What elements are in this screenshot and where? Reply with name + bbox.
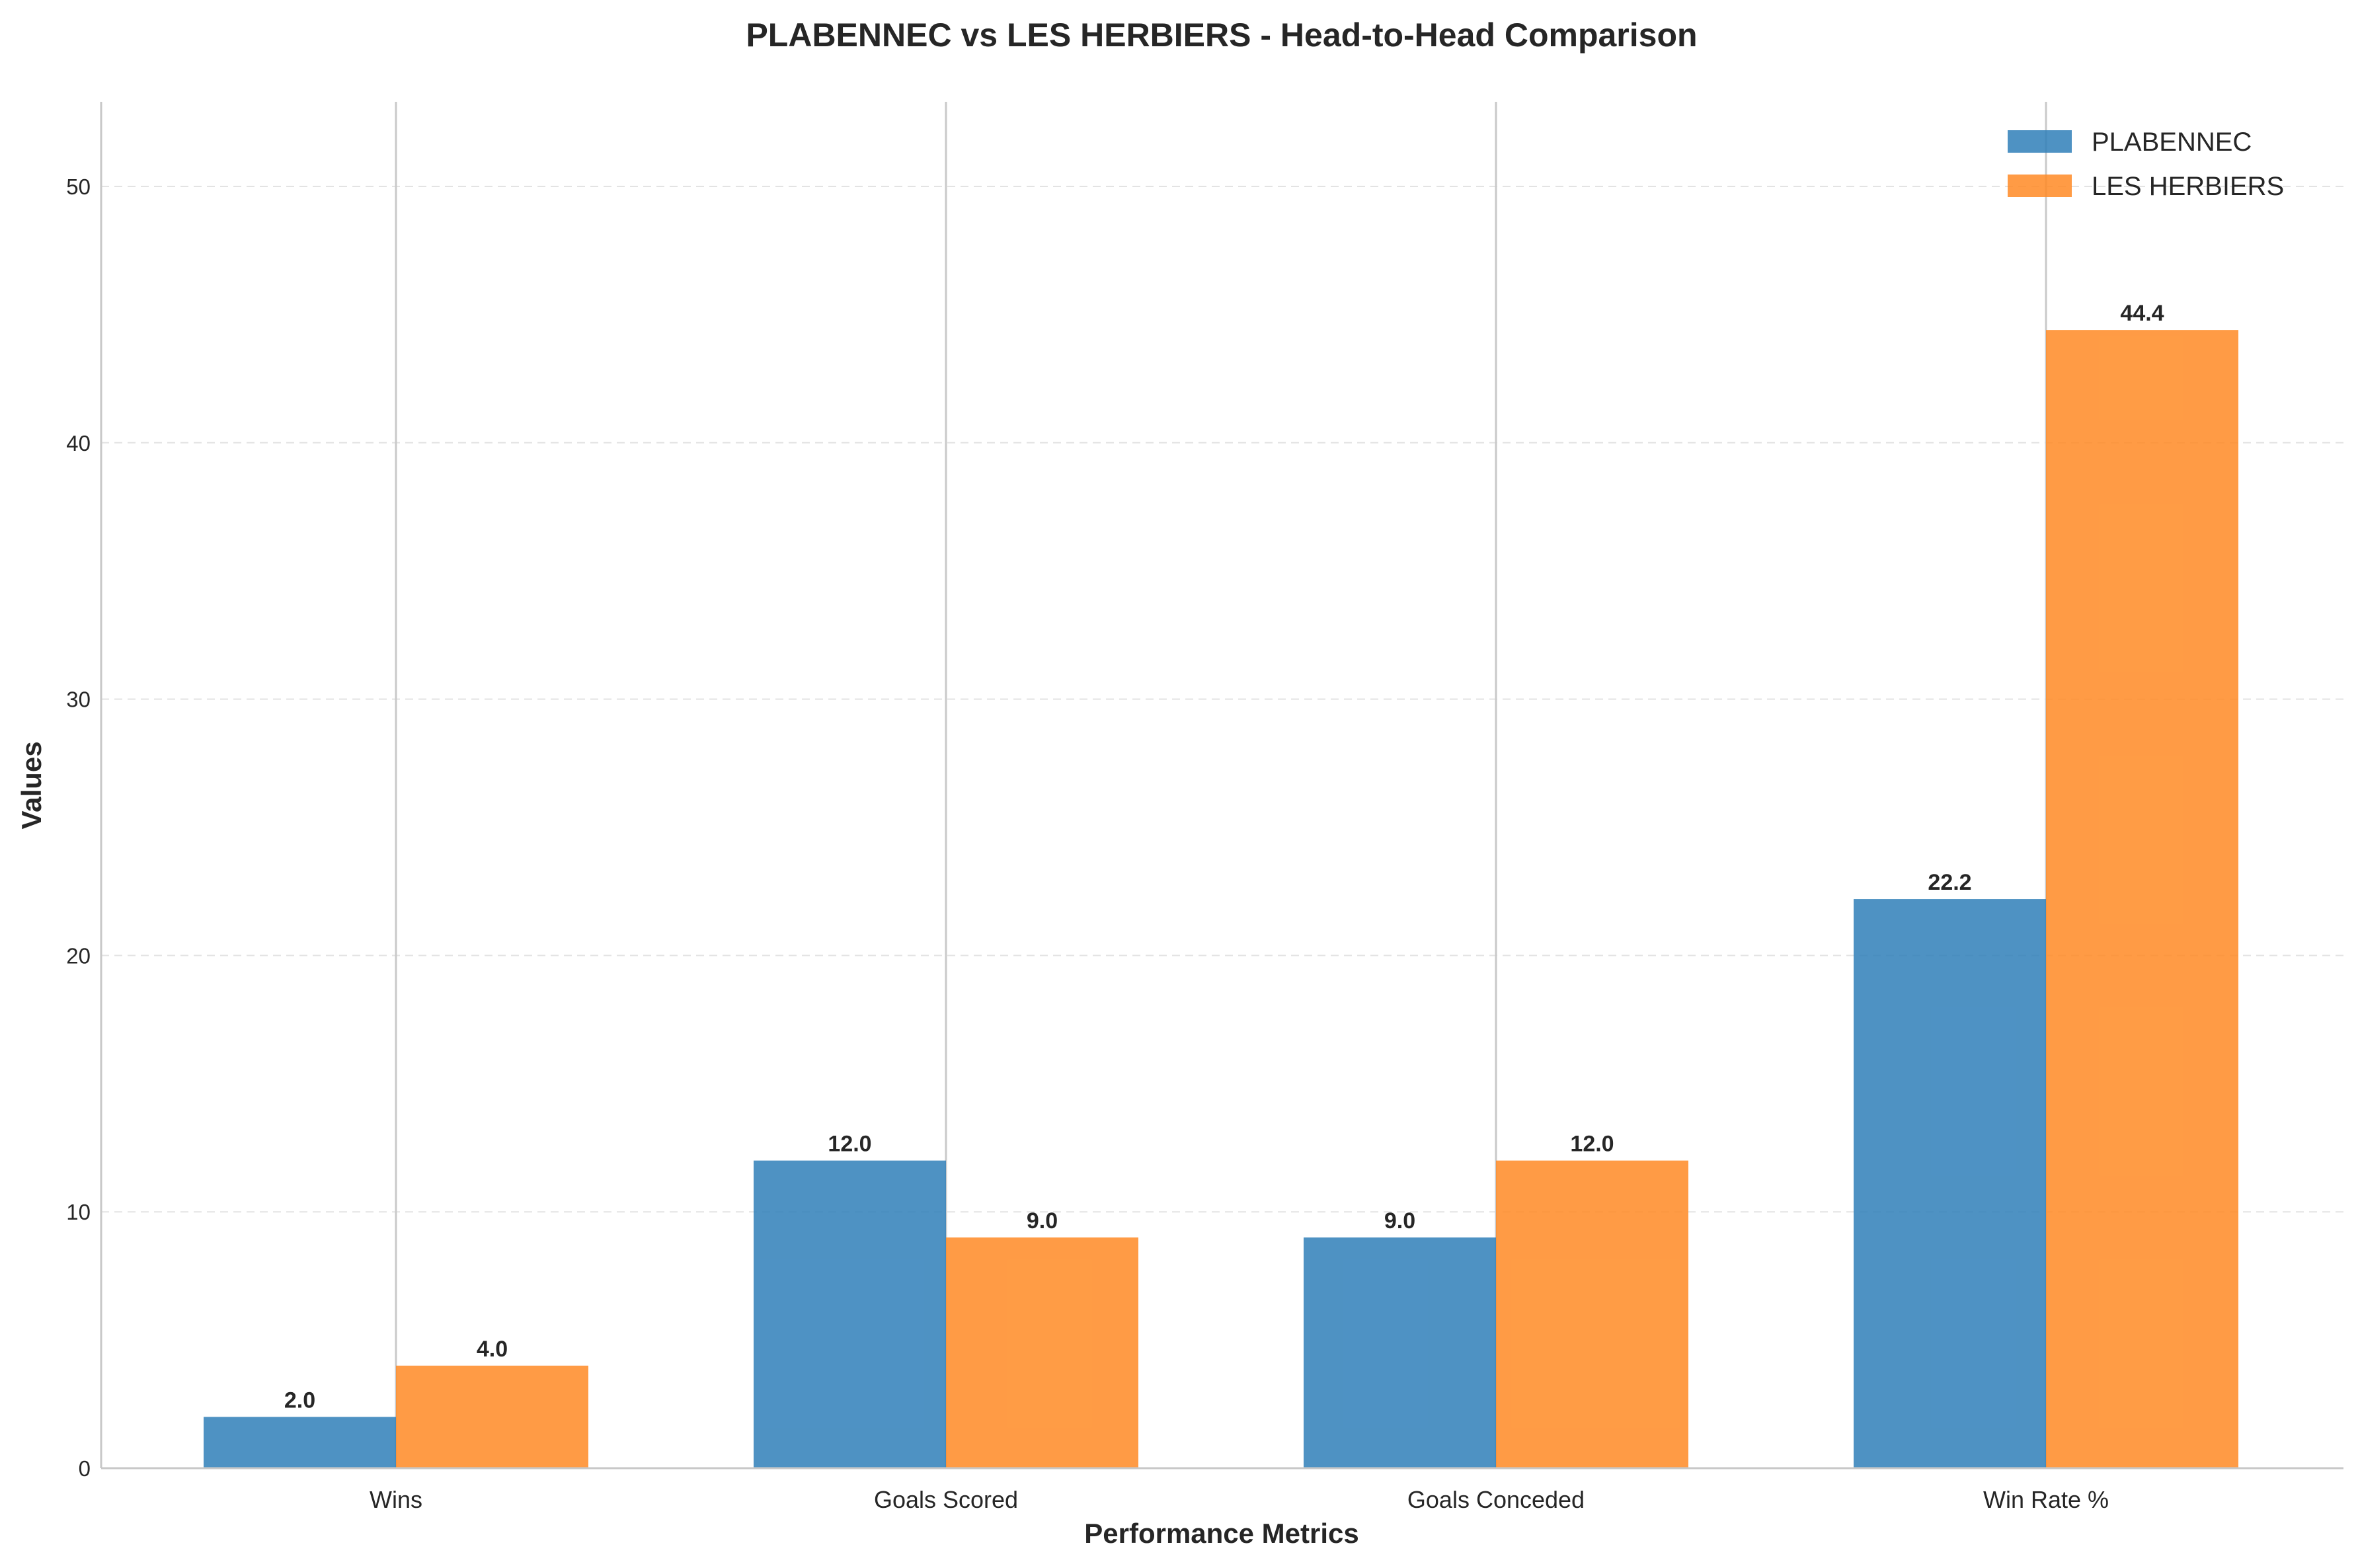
x-axis-label: Performance Metrics	[1084, 1518, 1359, 1549]
y-tick-label: 30	[66, 687, 91, 712]
bar	[1854, 899, 2046, 1468]
bar	[396, 1365, 588, 1468]
bar	[204, 1417, 396, 1468]
legend: PLABENNEC LES HERBIERS	[2008, 128, 2284, 201]
bars	[204, 330, 2238, 1468]
bar-value-labels: 2.0 12.0 9.0 22.2 4.0 9.0 12.0 44.4	[284, 301, 2164, 1413]
bar	[2046, 330, 2238, 1468]
y-tick-label: 10	[66, 1200, 91, 1224]
bar	[946, 1237, 1138, 1468]
y-tick-label: 0	[79, 1456, 91, 1481]
y-axis-label: Values	[16, 741, 47, 829]
x-tick-label: Win Rate %	[1983, 1486, 2109, 1513]
bar	[1304, 1237, 1496, 1468]
bar	[754, 1160, 946, 1468]
bar-value-label: 9.0	[1027, 1208, 1058, 1234]
legend-swatch	[2008, 130, 2072, 153]
x-tick-label: Goals Scored	[874, 1486, 1018, 1513]
bar-value-label: 22.2	[1928, 870, 1971, 895]
y-tick-label: 50	[66, 175, 91, 199]
category-grid-lines	[395, 102, 2047, 1468]
legend-label: LES HERBIERS	[2092, 172, 2284, 201]
x-tick-labels: Wins Goals Scored Goals Conceded Win Rate %	[370, 1486, 2109, 1513]
legend-label: PLABENNEC	[2092, 128, 2252, 157]
x-tick-label: Wins	[370, 1486, 422, 1513]
bar-value-label: 44.4	[2120, 301, 2164, 326]
y-tick-labels: 0 10 20 30 40 50	[66, 175, 91, 1481]
x-tick-label: Goals Conceded	[1407, 1486, 1585, 1513]
y-tick-label: 20	[66, 943, 91, 968]
bar-value-label: 4.0	[477, 1337, 508, 1362]
chart-title: PLABENNEC vs LES HERBIERS - Head-to-Head…	[746, 17, 1697, 54]
bar-value-label: 12.0	[1570, 1132, 1614, 1157]
bar	[1496, 1160, 1688, 1468]
bar-value-label: 9.0	[1384, 1208, 1415, 1234]
bar-value-label: 2.0	[284, 1388, 315, 1413]
bar-value-label: 12.0	[828, 1132, 871, 1157]
y-tick-label: 40	[66, 431, 91, 455]
legend-swatch	[2008, 175, 2072, 197]
